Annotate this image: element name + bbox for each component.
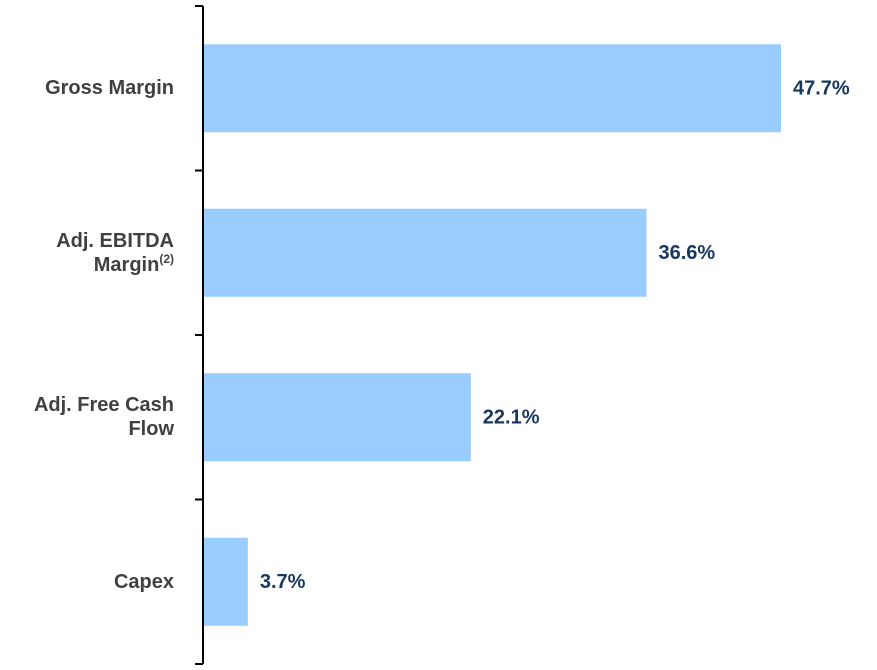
value-label: 3.7% <box>260 571 306 593</box>
category-label: Capex <box>24 570 174 594</box>
category-text: Adj. Free Cash Flow <box>33 394 174 441</box>
category-text: Gross Margin <box>45 77 174 100</box>
category-label: Gross Margin <box>24 76 174 100</box>
category-text: Capex <box>113 570 174 593</box>
category-text: Adj. EBITDA Margin <box>56 229 174 276</box>
value-label: 22.1% <box>483 407 540 429</box>
bar <box>204 44 781 133</box>
bar <box>204 537 248 626</box>
footnote-marker: (2) <box>159 251 174 266</box>
value-label: 47.7% <box>793 78 850 100</box>
value-label: 36.6% <box>658 242 715 264</box>
category-label: Adj. EBITDA Margin(2) <box>24 229 174 277</box>
category-label: Adj. Free Cash Flow <box>24 393 174 441</box>
bar <box>204 208 647 297</box>
bar <box>204 373 471 462</box>
